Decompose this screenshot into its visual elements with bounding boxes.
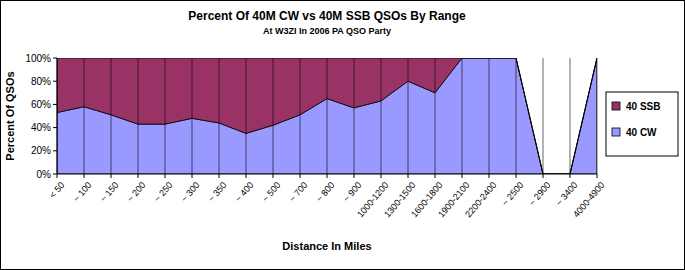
x-tick-label: ~ 2500 [500, 180, 526, 208]
x-tick-label: ~ 250 [152, 180, 174, 204]
category-line [462, 58, 463, 174]
legend-label: 40 CW [626, 127, 657, 138]
area-series [57, 58, 597, 174]
y-tick [53, 81, 57, 82]
chart-title: Percent Of 40M CW vs 40M SSB QSOs By Ran… [188, 9, 466, 23]
x-tick-label: ~ 150 [98, 180, 120, 204]
x-tick-label: < 50 [47, 180, 66, 200]
x-tick-label: ~ 3400 [554, 180, 580, 208]
x-tick-label: 2200-2400 [463, 180, 498, 219]
x-tick-label: ~ 100 [71, 180, 93, 204]
x-tick-label: ~ 200 [125, 180, 147, 204]
chart-border [1, 1, 685, 270]
category-line [165, 58, 166, 174]
category-line [543, 58, 544, 174]
chart-container: Percent Of 40M CW vs 40M SSB QSOs By Ran… [0, 0, 685, 270]
y-tick [53, 104, 57, 105]
x-tick [273, 174, 274, 178]
x-tick [57, 174, 58, 178]
x-tick [381, 174, 382, 178]
category-line [516, 58, 517, 174]
x-tick-label: ~ 350 [206, 180, 228, 204]
x-tick [543, 174, 544, 178]
x-tick [408, 174, 409, 178]
category-line [354, 58, 355, 174]
y-tick-label: 40% [31, 122, 51, 133]
x-tick [219, 174, 220, 178]
x-tick [354, 174, 355, 178]
x-tick [435, 174, 436, 178]
category-line [246, 58, 247, 174]
y-tick [53, 150, 57, 151]
x-tick [462, 174, 463, 178]
y-tick-label: 0% [37, 169, 52, 180]
category-line [327, 58, 328, 174]
category-line [273, 58, 274, 174]
x-tick-label: ~ 700 [287, 180, 309, 204]
x-tick [300, 174, 301, 178]
y-axis-title: Percent Of QSOs [4, 71, 16, 160]
y-tick-label: 60% [31, 99, 51, 110]
series-group [57, 58, 597, 174]
x-tick-label: ~ 400 [233, 180, 255, 204]
legend-box [606, 92, 678, 156]
plot-area [57, 58, 597, 174]
category-line [300, 58, 301, 174]
x-tick [192, 174, 193, 178]
x-tick-label: ~ 900 [341, 180, 363, 204]
y-tick-label: 100% [25, 53, 51, 64]
category-line [435, 58, 436, 174]
x-tick [327, 174, 328, 178]
x-tick-label: ~ 800 [314, 180, 336, 204]
category-line [192, 58, 193, 174]
chart-svg: Percent Of 40M CW vs 40M SSB QSOs By Ran… [0, 0, 685, 270]
x-tick [246, 174, 247, 178]
y-tick [53, 174, 57, 175]
category-line [381, 58, 382, 174]
x-tick-label: 4000-4900 [571, 180, 606, 219]
category-line [408, 58, 409, 174]
x-tick [138, 174, 139, 178]
y-tick-label: 80% [31, 76, 51, 87]
category-line [489, 58, 490, 174]
y-tick-label: 20% [31, 145, 51, 156]
y-tick [53, 127, 57, 128]
x-tick [111, 174, 112, 178]
category-line [138, 58, 139, 174]
y-axis [57, 58, 58, 174]
x-tick [84, 174, 85, 178]
legend-swatch [612, 102, 620, 110]
category-line [219, 58, 220, 174]
chart-subtitle: At W3ZI In 2006 PA QSO Party [263, 26, 391, 36]
x-tick [165, 174, 166, 178]
x-tick [597, 174, 598, 178]
category-line [111, 58, 112, 174]
x-tick [516, 174, 517, 178]
x-tick-label: ~ 300 [179, 180, 201, 204]
category-line [57, 58, 58, 174]
x-tick [489, 174, 490, 178]
x-tick-label: ~ 500 [260, 180, 282, 204]
category-line [597, 58, 598, 174]
x-axis-title: Distance In Miles [282, 240, 371, 252]
area-series [57, 58, 597, 174]
category-line [570, 58, 571, 174]
x-tick [570, 174, 571, 178]
y-tick [53, 58, 57, 59]
legend-label: 40 SSB [626, 101, 660, 112]
legend-swatch [612, 128, 620, 136]
x-tick-label: ~ 2900 [527, 180, 553, 208]
category-line [84, 58, 85, 174]
